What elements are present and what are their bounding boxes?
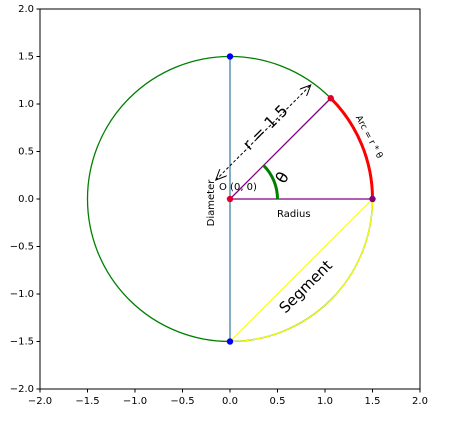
point <box>226 195 234 203</box>
radius-arrow <box>216 85 311 180</box>
point <box>226 53 234 60</box>
arc <box>329 97 374 200</box>
y-tick-label: 1.0 <box>18 99 34 110</box>
y-tick-label: 0.0 <box>18 194 34 205</box>
y-tick-label: −1.5 <box>10 337 34 348</box>
y-tick-label: −0.5 <box>10 242 34 253</box>
x-tick-label: −1.5 <box>75 396 99 407</box>
y-tick-label: 0.5 <box>18 147 34 158</box>
segment-arc <box>229 198 374 343</box>
x-tick-label: 0.5 <box>270 396 286 407</box>
y-tick-label: −1.0 <box>10 289 34 300</box>
diameter-label: Diameter <box>206 179 217 227</box>
x-tick-label: 1.0 <box>317 396 333 407</box>
x-tick-label: 1.5 <box>365 396 381 407</box>
origin-label: O (0, 0) <box>219 182 257 193</box>
y-tick-label: 2.0 <box>18 4 34 15</box>
point <box>327 95 334 102</box>
x-tick-label: −1.0 <box>123 396 147 407</box>
point <box>369 195 376 203</box>
x-tick-label: 2.0 <box>412 396 428 407</box>
point <box>226 338 234 345</box>
y-tick-label: 1.5 <box>18 52 34 63</box>
segment-chord <box>229 198 373 342</box>
x-tick-label: −2.0 <box>28 396 52 407</box>
x-tick-label: −0.5 <box>170 396 194 407</box>
radius-label: Radius <box>277 209 311 220</box>
x-tick-label: 0.0 <box>222 396 238 407</box>
y-tick-label: −2.0 <box>10 384 34 395</box>
